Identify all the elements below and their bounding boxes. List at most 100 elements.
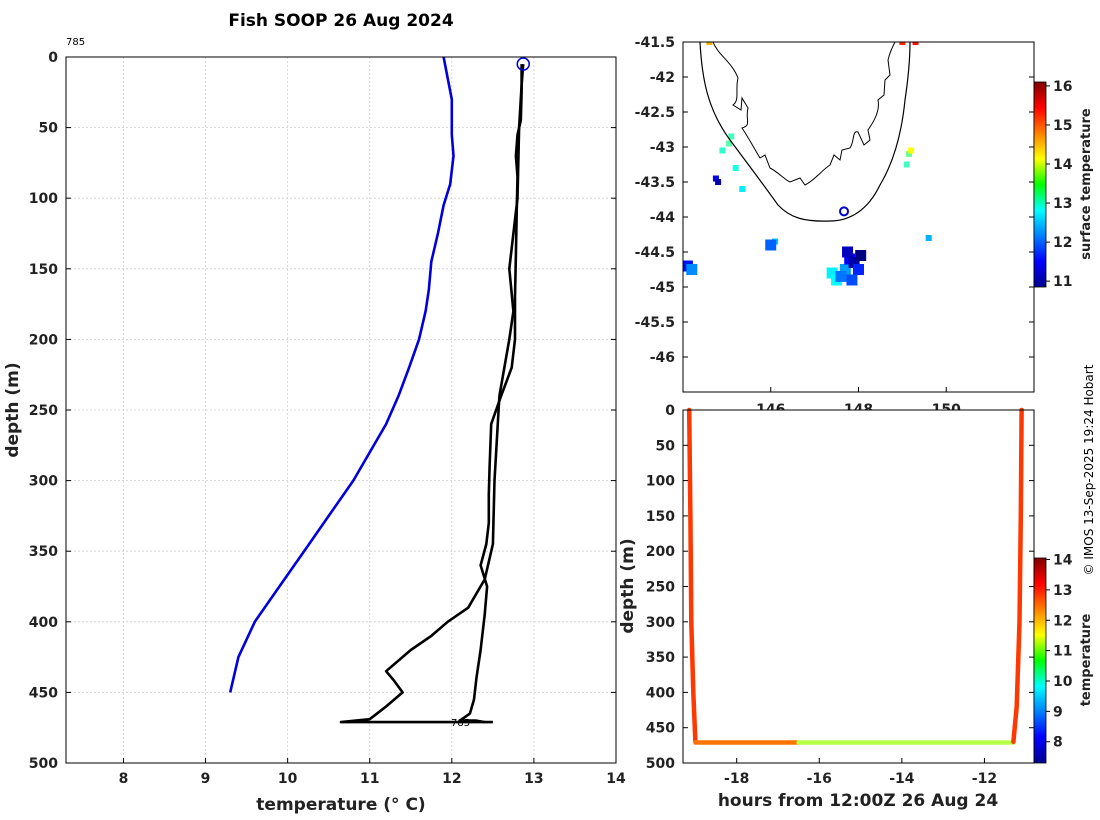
timeseries-colorbar-tick-label: 8	[1053, 735, 1063, 751]
timeseries-colorbar-tick-label: 14	[1053, 553, 1073, 569]
map-plot-area	[683, 42, 1034, 392]
map-colorbar-tick-label: 14	[1053, 157, 1073, 173]
profile-line-profile-down	[458, 64, 523, 724]
timeseries-colorbar-tick-label: 13	[1053, 583, 1072, 599]
profile-top-label: 785	[66, 37, 85, 48]
map-lat-tick-label: -44.5	[635, 245, 675, 261]
profile-y-tick-label: 400	[29, 615, 58, 631]
map-temperature-pixel	[853, 264, 864, 275]
figure-title: Fish SOOP 26 Aug 2024	[228, 11, 454, 31]
map-lat-tick-label: -42	[650, 70, 675, 86]
timeseries-y-tick-label: 100	[646, 474, 675, 490]
profile-x-tick-label: 12	[442, 771, 461, 787]
profile-plot-area	[66, 57, 616, 763]
timeseries-colorbar-label: temperature	[1079, 614, 1094, 707]
map-lat-tick-label: -42.5	[635, 105, 675, 121]
profile-x-tick-label: 10	[278, 771, 298, 787]
profile-y-tick-label: 500	[29, 756, 58, 772]
map-temperature-pixel	[765, 239, 777, 251]
map-temperature-pixel	[686, 264, 698, 275]
timeseries-colorbar-tick-label: 11	[1053, 644, 1072, 660]
map-lat-tick-label: -41.5	[635, 35, 675, 51]
timeseries-colorbar-tick-label: 10	[1053, 674, 1073, 690]
profile-line-climatology	[228, 56, 455, 693]
timeseries-y-tick-label: 150	[646, 509, 675, 525]
timeseries-y-tick-label: 50	[656, 438, 676, 454]
profile-y-tick-label: 50	[39, 121, 59, 137]
map-colorbar	[1033, 81, 1047, 288]
map-temperature-pixel	[839, 264, 851, 275]
profile-y-tick-label: 200	[29, 332, 58, 348]
map-lat-tick-label: -45.5	[635, 315, 675, 331]
map-temperature-pixel	[728, 133, 735, 140]
timeseries-y-tick-label: 0	[665, 403, 675, 419]
timeseries-panel: 0 50 100 150 200 250 300 350 400 450 500 -18 -16 -14 -…	[618, 403, 1094, 811]
profile-y-label: depth (m)	[3, 362, 23, 457]
map-temperature-pixel	[908, 147, 915, 154]
map-temperature-pixel	[706, 42, 713, 45]
map-depth-contour	[699, 42, 911, 222]
timeseries-x-tick-label: -14	[889, 771, 915, 787]
map-temperature-pixel	[912, 42, 919, 45]
map-temperature-pixel	[848, 257, 860, 268]
profile-x-label: temperature (° C)	[256, 795, 425, 815]
profile-y-tick-label: 450	[29, 685, 58, 701]
map-temperature-pixel	[739, 186, 746, 192]
profile-line-profile-up	[339, 64, 525, 724]
timeseries-colorbar-tick-label: 9	[1053, 704, 1063, 720]
timeseries-y-tick-label: 250	[646, 580, 675, 596]
timeseries-y-tick-label: 400	[646, 685, 675, 701]
map-temperature-pixel	[719, 147, 726, 154]
map-colorbar-label: surface temperature	[1079, 108, 1094, 260]
map-lat-tick-label: -46	[650, 350, 675, 366]
timeseries-y-tick-label: 500	[646, 756, 675, 772]
map-temperature-pixel	[732, 165, 739, 171]
profile-y-tick-label: 100	[29, 191, 58, 207]
profile-surface-marker	[516, 57, 530, 71]
profile-x-tick-label: 8	[119, 771, 129, 787]
map-lat-tick-label: -43	[650, 140, 675, 156]
map-temperature-pixel	[905, 151, 912, 157]
timeseries-track-segment	[1011, 407, 1024, 745]
credit-text: © IMOS 13-Sep-2025 19:24 Hobart	[1082, 364, 1096, 575]
map-lat-tick-label: -45	[650, 280, 675, 296]
map-lat-tick-label: -44	[650, 210, 676, 226]
timeseries-x-tick-label: -16	[807, 771, 832, 787]
map-pixels	[683, 42, 932, 286]
timeseries-x-tick-label: -18	[724, 771, 749, 787]
map-panel: -41.5 -42 -42.5 -43 -43.5 -44 -44.5 -45 -45.5 -46…	[635, 35, 1094, 418]
timeseries-y-tick-label: 300	[646, 615, 675, 631]
map-temperature-pixel	[712, 175, 719, 182]
map-lat-tick-label: -43.5	[635, 175, 675, 191]
timeseries-plot-area	[683, 410, 1034, 763]
map-temperature-pixel	[846, 274, 858, 286]
map-coastline	[712, 42, 896, 186]
map-temperature-pixel	[855, 250, 867, 261]
timeseries-x-tick-label: -12	[972, 771, 997, 787]
profile-x-tick-label: 11	[360, 771, 379, 787]
timeseries-x-label: hours from 12:00Z 26 Aug 24	[718, 791, 999, 811]
profile-y-tick-label: 150	[29, 262, 58, 278]
map-colorbar-tick-label: 11	[1053, 274, 1072, 290]
map-temperature-pixel	[903, 161, 910, 168]
map-colorbar-tick-label: 15	[1053, 118, 1072, 134]
map-temperature-pixel	[826, 267, 838, 279]
map-temperature-pixel	[715, 179, 722, 185]
timeseries-y-tick-label: 450	[646, 721, 675, 737]
timeseries-colorbar	[1033, 557, 1047, 764]
map-temperature-pixel	[835, 271, 847, 282]
profile-x-tick-label: 14	[606, 771, 626, 787]
profile-panel: 8 9 10 11 12 13 14 0 50 100 150 200 250 300 350 400 450 5…	[3, 37, 626, 815]
map-temperature-pixel	[925, 235, 932, 241]
timeseries-track-segment	[686, 407, 698, 745]
profile-y-tick-label: 300	[29, 474, 58, 490]
map-colorbar-tick-label: 12	[1053, 235, 1072, 251]
map-temperature-pixel	[899, 42, 906, 45]
profile-y-tick-label: 0	[48, 50, 58, 66]
timeseries-y-label: depth (m)	[618, 538, 638, 633]
map-colorbar-tick-label: 16	[1053, 79, 1072, 95]
map-location-marker	[839, 206, 850, 217]
map-temperature-pixel	[842, 246, 854, 258]
profile-y-tick-label: 250	[29, 403, 58, 419]
